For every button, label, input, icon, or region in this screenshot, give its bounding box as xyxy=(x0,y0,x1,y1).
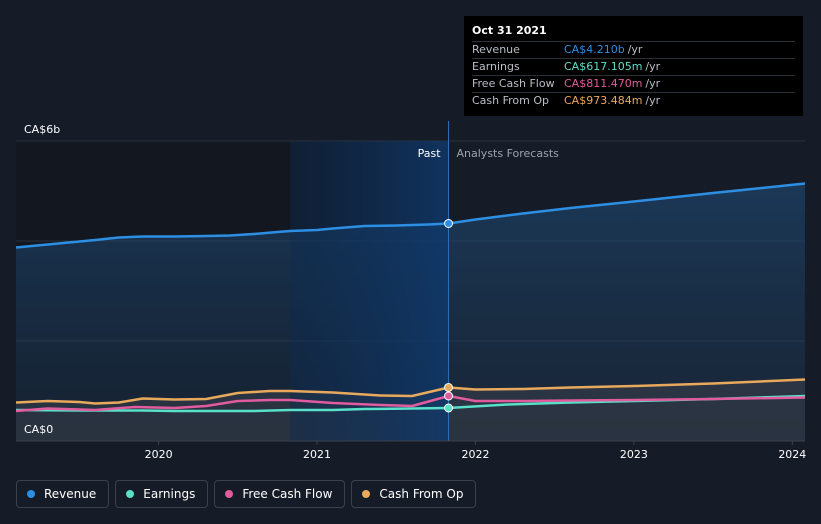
legend-dot-icon xyxy=(27,490,35,498)
legend-label: Earnings xyxy=(143,487,196,501)
x-tick-label-2024: 2024 xyxy=(778,448,806,461)
tooltip-value: CA$811.470m xyxy=(564,77,643,90)
tooltip-unit: /yr xyxy=(627,43,643,56)
data-point-earnings xyxy=(444,403,454,413)
legend-dot-icon xyxy=(225,490,234,498)
legend-dot-icon xyxy=(362,490,371,498)
legend-item-earnings[interactable]: Earnings xyxy=(115,480,209,508)
legend-label: Cash From Op xyxy=(379,487,464,501)
tooltip-label: Free Cash Flow xyxy=(472,77,555,90)
tooltip-label: Revenue xyxy=(472,43,520,56)
series-line-earnings xyxy=(15,394,806,413)
chart-legend: Revenue Earnings Free Cash Flow Cash Fro… xyxy=(16,480,477,508)
tooltip-row-cash-from-op: Cash From Op CA$973.484m /yr xyxy=(472,93,795,109)
legend-item-free-cash-flow[interactable]: Free Cash Flow xyxy=(214,480,346,508)
tooltip-unit: /yr xyxy=(645,77,661,90)
series-line-cash-from-op xyxy=(15,378,806,405)
tooltip-value: CA$617.105m xyxy=(564,60,643,73)
x-tick-label-2020: 2020 xyxy=(145,448,173,461)
series-line-free-cash-flow xyxy=(15,394,806,413)
tooltip-row-revenue: Revenue CA$4.210b /yr xyxy=(472,42,795,59)
past-label: Past xyxy=(418,147,442,160)
y-axis-label-top: CA$6b xyxy=(24,123,60,136)
tooltip-unit: /yr xyxy=(645,94,661,107)
legend-item-revenue[interactable]: Revenue xyxy=(16,480,110,508)
tooltip-date: Oct 31 2021 xyxy=(472,24,795,42)
tooltip-value: CA$4.210b xyxy=(564,43,625,56)
chart-tooltip: Oct 31 2021 Revenue CA$4.210b /yr Earnin… xyxy=(464,16,803,116)
legend-item-cash-from-op[interactable]: Cash From Op xyxy=(351,480,477,508)
data-point-cash-from-op xyxy=(444,383,454,392)
x-tick-label-2022: 2022 xyxy=(461,448,489,461)
tooltip-value: CA$973.484m xyxy=(564,94,643,107)
tooltip-label: Cash From Op xyxy=(472,94,550,107)
tooltip-row-free-cash-flow: Free Cash Flow CA$811.470m /yr xyxy=(472,76,795,93)
x-tick-label-2021: 2021 xyxy=(303,448,331,461)
tooltip-unit: /yr xyxy=(645,60,661,73)
legend-label: Free Cash Flow xyxy=(242,487,333,501)
data-point-revenue xyxy=(444,219,454,228)
tooltip-row-earnings: Earnings CA$617.105m /yr xyxy=(472,59,795,76)
legend-dot-icon xyxy=(126,490,135,498)
y-axis-label-zero: CA$0 xyxy=(24,423,53,436)
forecast-label: Analysts Forecasts xyxy=(457,147,560,160)
x-tick-label-2023: 2023 xyxy=(620,448,648,461)
tooltip-label: Earnings xyxy=(472,60,520,73)
data-point-free-cash-flow xyxy=(444,391,454,401)
series-line-revenue xyxy=(15,182,806,249)
legend-label: Revenue xyxy=(44,487,97,501)
